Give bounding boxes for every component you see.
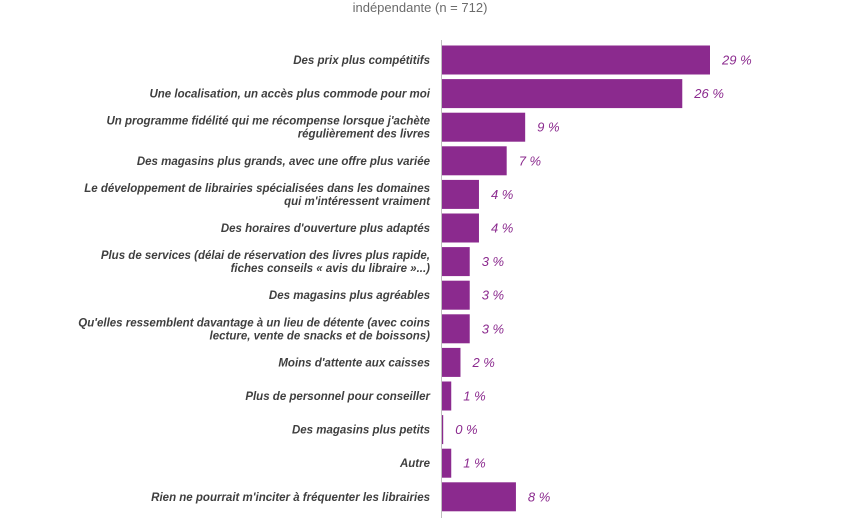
value-label-3: 7 % bbox=[519, 153, 541, 168]
category-label-7: Des magasins plus agréables bbox=[269, 290, 430, 302]
value-label-1: 26 % bbox=[693, 86, 724, 101]
category-label-9-line-0: Moins d'attente aux caisses bbox=[278, 357, 430, 369]
category-label-12: Autre bbox=[399, 458, 431, 470]
value-label-6: 3 % bbox=[482, 254, 504, 269]
value-label-9: 2 % bbox=[471, 355, 494, 370]
bar-6 bbox=[442, 247, 470, 277]
category-label-1-line-0: Une localisation, un accès plus commode … bbox=[149, 89, 430, 101]
bar-11 bbox=[442, 415, 444, 445]
value-labels-group: 29 % 26 % 9 % 7 % 4 % 4 % 3 % 3 % 3 % 2 % 1 % 0 % 1 … bbox=[455, 53, 751, 505]
category-label-11: Des magasins plus petits bbox=[292, 425, 430, 437]
value-label-12: 1 % bbox=[463, 456, 485, 471]
category-label-8-line-1: lecture, vente de snacks et de boissons) bbox=[210, 330, 431, 342]
bar-4 bbox=[442, 179, 479, 209]
bar-7 bbox=[442, 280, 470, 310]
category-label-2-line-1: régulièrement des livres bbox=[298, 129, 430, 141]
value-label-7: 3 % bbox=[482, 288, 504, 303]
value-label-11: 0 % bbox=[455, 422, 477, 437]
value-label-8: 3 % bbox=[482, 321, 504, 336]
bar-5 bbox=[442, 213, 479, 243]
category-label-6: Plus de services (délai de réservation d… bbox=[101, 250, 430, 275]
bar-1 bbox=[442, 79, 683, 109]
category-label-2: Un programme fidélité qui me récompense … bbox=[106, 116, 430, 141]
category-label-13: Rien ne pourrait m'inciter à fréquenter … bbox=[151, 492, 430, 504]
category-label-10: Plus de personnel pour conseiller bbox=[245, 391, 430, 403]
category-label-6-line-1: fiches conseils « avis du libraire »...) bbox=[231, 263, 431, 275]
bar-8 bbox=[442, 314, 470, 344]
value-label-10: 1 % bbox=[463, 389, 485, 404]
bar-10 bbox=[442, 381, 452, 411]
value-label-13: 8 % bbox=[528, 489, 550, 504]
category-label-3: Des magasins plus grands, avec une offre… bbox=[137, 156, 431, 168]
category-label-7-line-0: Des magasins plus agréables bbox=[269, 290, 430, 302]
bar-3 bbox=[442, 146, 507, 176]
bar-2 bbox=[442, 112, 526, 142]
value-label-5: 4 % bbox=[491, 221, 513, 236]
bar-9 bbox=[442, 347, 461, 377]
bar-13 bbox=[442, 482, 516, 512]
value-label-4: 4 % bbox=[491, 187, 513, 202]
chart-subtitle: indépendante (n = 712) bbox=[353, 0, 488, 15]
category-label-9: Moins d'attente aux caisses bbox=[278, 357, 430, 369]
category-labels-group: Des prix plus compétitifs Une localisatio… bbox=[78, 55, 431, 504]
category-label-4-line-1: qui m'intéressent vraiment bbox=[284, 196, 431, 208]
category-label-0-line-0: Des prix plus compétitifs bbox=[293, 55, 430, 67]
category-label-4-line-0: Le développement de librairies spécialis… bbox=[84, 183, 430, 195]
bar-0 bbox=[442, 45, 710, 75]
category-label-5-line-0: Des horaires d'ouverture plus adaptés bbox=[221, 223, 430, 235]
category-label-8: Qu'elles ressemblent davantage à un lieu… bbox=[78, 317, 430, 342]
value-label-2: 9 % bbox=[537, 120, 559, 135]
bar-12 bbox=[442, 448, 452, 478]
category-label-8-line-0: Qu'elles ressemblent davantage à un lieu… bbox=[78, 317, 430, 329]
category-label-1: Une localisation, un accès plus commode … bbox=[149, 89, 430, 101]
category-label-0: Des prix plus compétitifs bbox=[293, 55, 430, 67]
category-label-12-line-0: Autre bbox=[399, 458, 431, 470]
bars-group bbox=[442, 45, 710, 512]
value-label-0: 29 % bbox=[721, 53, 752, 68]
category-label-11-line-0: Des magasins plus petits bbox=[292, 425, 430, 437]
category-label-10-line-0: Plus de personnel pour conseiller bbox=[245, 391, 430, 403]
category-label-5: Des horaires d'ouverture plus adaptés bbox=[221, 223, 430, 235]
category-label-3-line-0: Des magasins plus grands, avec une offre… bbox=[137, 156, 431, 168]
category-label-2-line-0: Un programme fidélité qui me récompense … bbox=[106, 116, 430, 128]
category-label-13-line-0: Rien ne pourrait m'inciter à fréquenter … bbox=[151, 492, 430, 504]
category-label-6-line-0: Plus de services (délai de réservation d… bbox=[101, 250, 430, 262]
category-label-4: Le développement de librairies spécialis… bbox=[84, 183, 431, 208]
